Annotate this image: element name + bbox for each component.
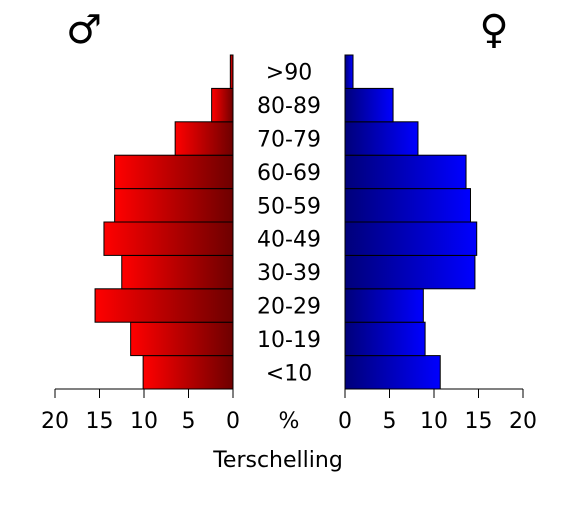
age-group-label: >90 bbox=[266, 61, 312, 86]
female-bars bbox=[344, 54, 478, 390]
age-labels: <10 10-19 20-29 30-39 40-49 50-59 60-69 70-79 80… bbox=[257, 61, 321, 387]
male-bar bbox=[121, 254, 234, 290]
age-group-label: 50-59 bbox=[257, 194, 321, 219]
left-x-axis: 20 15 10 5 0 bbox=[41, 388, 240, 434]
female-bar bbox=[344, 321, 426, 357]
right-axis-tick-label: 10 bbox=[420, 409, 448, 434]
male-bar bbox=[114, 188, 234, 223]
male-bars bbox=[94, 54, 234, 390]
female-symbol: ♀ bbox=[479, 7, 508, 53]
female-bar bbox=[344, 355, 441, 390]
right-axis-tick-label: 0 bbox=[338, 409, 352, 434]
age-group-label: 10-19 bbox=[257, 328, 321, 353]
center-axis-label: % bbox=[279, 409, 300, 434]
male-bar bbox=[103, 221, 234, 256]
female-bar bbox=[344, 221, 478, 256]
female-bar bbox=[344, 288, 424, 323]
male-bar bbox=[94, 288, 234, 323]
age-group-label: 60-69 bbox=[257, 161, 321, 186]
female-bar bbox=[344, 54, 354, 89]
age-group-label: 40-49 bbox=[257, 228, 321, 253]
right-x-axis: 0 5 10 15 20 bbox=[338, 388, 537, 434]
male-bar bbox=[174, 121, 234, 156]
right-axis-tick-label: 15 bbox=[465, 409, 493, 434]
right-axis-tick-label: 5 bbox=[383, 409, 397, 434]
female-bar bbox=[344, 188, 471, 223]
male-bar bbox=[114, 154, 234, 190]
left-axis-tick-label: 20 bbox=[41, 409, 69, 434]
age-group-label: 30-39 bbox=[257, 261, 321, 286]
female-bar bbox=[344, 154, 467, 190]
male-bar bbox=[211, 87, 234, 123]
chart-caption: Terschelling bbox=[212, 448, 343, 473]
male-bar bbox=[142, 355, 234, 390]
age-group-label: <10 bbox=[266, 361, 312, 386]
left-axis-tick-label: 15 bbox=[86, 409, 114, 434]
male-bar bbox=[229, 54, 234, 89]
male-symbol: ♂ bbox=[66, 7, 102, 53]
right-axis-tick-label: 20 bbox=[509, 409, 537, 434]
left-axis-tick-label: 10 bbox=[130, 409, 158, 434]
age-group-label: 20-29 bbox=[257, 295, 321, 320]
left-axis-tick-label: 0 bbox=[226, 409, 240, 434]
age-group-label: 80-89 bbox=[257, 94, 321, 119]
male-bar bbox=[130, 321, 234, 357]
female-bar bbox=[344, 87, 394, 123]
female-bar bbox=[344, 121, 419, 156]
age-group-label: 70-79 bbox=[257, 128, 321, 153]
female-bar bbox=[344, 254, 476, 290]
left-axis-tick-label: 5 bbox=[182, 409, 196, 434]
